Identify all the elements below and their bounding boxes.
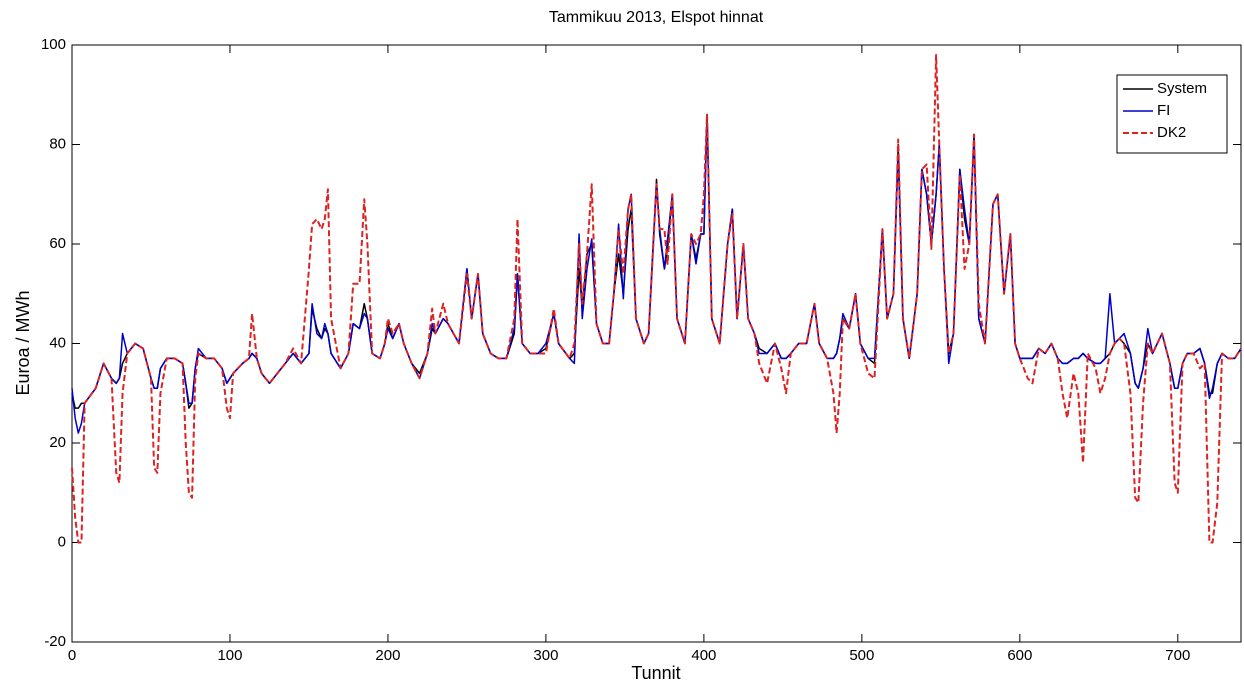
y-tick-label: -20 [44, 633, 66, 650]
x-tick-label: 0 [68, 647, 76, 664]
y-tick-label: 40 [49, 334, 66, 351]
legend-label: DK2 [1157, 124, 1186, 141]
legend-box [1116, 74, 1228, 154]
x-tick-label: 300 [533, 647, 558, 664]
x-axis-label: Tunnit [631, 663, 680, 683]
legend-label: FI [1157, 102, 1170, 119]
x-tick-label: 400 [691, 647, 716, 664]
y-axis-label: Euroa / MWh [13, 290, 33, 395]
legend-label: System [1157, 80, 1207, 97]
y-tick-label: 80 [49, 135, 66, 152]
x-tick-label: 500 [849, 647, 874, 664]
x-tick-label: 100 [217, 647, 242, 664]
x-tick-label: 700 [1165, 647, 1190, 664]
x-tick-label: 200 [375, 647, 400, 664]
plot-area [71, 44, 1242, 643]
y-tick-label: 0 [58, 533, 66, 550]
y-tick-label: 20 [49, 434, 66, 451]
y-tick-label: 100 [41, 36, 66, 53]
y-tick-label: 60 [49, 235, 66, 252]
chart-title: Tammikuu 2013, Elspot hinnat [549, 9, 764, 26]
x-tick-label: 600 [1007, 647, 1032, 664]
